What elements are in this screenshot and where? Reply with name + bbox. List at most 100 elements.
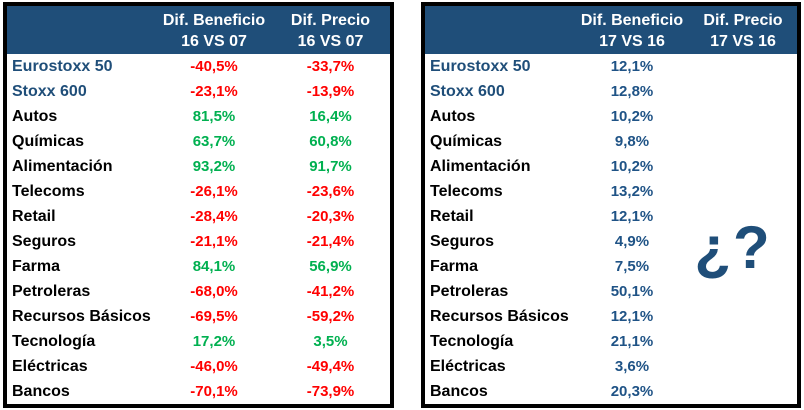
sector-label: Recursos Básicos <box>430 307 569 325</box>
dif-precio-value: 91,7% <box>309 158 352 175</box>
table-row: Telecoms 13,2% <box>425 179 797 204</box>
table-row: Eléctricas 3,6% <box>425 354 797 379</box>
sector-label: Petroleras <box>430 282 509 300</box>
dif-beneficio-value: -26,1% <box>190 183 238 200</box>
table-header: Dif. Beneficio 16 VS 07 Dif. Precio 16 V… <box>7 6 390 54</box>
dif-beneficio-value: -28,4% <box>190 208 238 225</box>
sector-label: Tecnología <box>12 332 96 350</box>
table-row: Tecnología 21,1% <box>425 329 797 354</box>
col-header-dif-beneficio: Dif. Beneficio 17 VS 16 <box>575 6 689 54</box>
sector-label: Eléctricas <box>12 357 88 375</box>
dif-beneficio-value: 10,2% <box>610 108 654 125</box>
sector-label: Bancos <box>430 382 488 400</box>
table-row: Químicas 63,7% 60,8% <box>7 129 390 154</box>
dif-beneficio-value: -40,5% <box>190 58 238 75</box>
sector-label: Farma <box>430 257 479 275</box>
sector-label: Seguros <box>12 232 77 250</box>
table-row: Recursos Básicos 12,1% <box>425 304 797 329</box>
sector-label: Autos <box>12 107 58 125</box>
col-header-period: 16 VS 07 <box>181 32 247 50</box>
col-header-title: Dif. Beneficio <box>580 11 684 29</box>
sector-label: Eurostoxx 50 <box>12 57 113 75</box>
sector-label: Tecnología <box>430 332 514 350</box>
table-row: Farma 7,5% <box>425 254 797 279</box>
sector-label: Alimentación <box>430 157 531 175</box>
dif-beneficio-value: -23,1% <box>190 83 238 100</box>
dif-beneficio-value: 9,8% <box>614 133 650 150</box>
dif-beneficio-value: 4,9% <box>614 233 650 250</box>
dif-beneficio-value: -21,1% <box>190 233 238 250</box>
dif-beneficio-value: 21,1% <box>610 333 654 350</box>
dif-beneficio-value: -70,1% <box>190 383 238 400</box>
sector-label: Telecoms <box>12 182 85 200</box>
table-dif-17-vs-16: Dif. Beneficio 17 VS 16 Dif. Precio 17 V… <box>421 2 801 408</box>
dif-precio-value: 16,4% <box>309 108 352 125</box>
dif-beneficio-value: 12,1% <box>610 58 654 75</box>
table-header: Dif. Beneficio 17 VS 16 Dif. Precio 17 V… <box>425 6 797 54</box>
table-row: Alimentación 10,2% <box>425 154 797 179</box>
dif-beneficio-value: 7,5% <box>614 258 650 275</box>
table-row: Alimentación 93,2% 91,7% <box>7 154 390 179</box>
dif-precio-value: -59,2% <box>306 308 355 325</box>
dif-precio-value: -13,9% <box>306 83 355 100</box>
table-row: Seguros 4,9% <box>425 229 797 254</box>
col-header-period: 17 VS 16 <box>710 32 776 50</box>
sector-label: Stoxx 600 <box>430 82 505 100</box>
header-spacer <box>425 6 575 54</box>
table-row: Seguros -21,1% -21,4% <box>7 229 390 254</box>
table-body: Eurostoxx 50 12,1% Stoxx 600 12,8% Autos… <box>425 54 797 404</box>
dif-beneficio-value: 93,2% <box>192 158 236 175</box>
dif-beneficio-value: 3,6% <box>614 358 650 375</box>
dif-beneficio-value: -46,0% <box>190 358 238 375</box>
col-header-title: Dif. Precio <box>703 11 783 29</box>
table-row: Bancos -70,1% -73,9% <box>7 379 390 404</box>
sector-label: Alimentación <box>12 157 113 175</box>
dif-beneficio-value: 13,2% <box>610 183 654 200</box>
table-row: Petroleras -68,0% -41,2% <box>7 279 390 304</box>
col-header-dif-beneficio: Dif. Beneficio 16 VS 07 <box>157 6 271 54</box>
table-row: Químicas 9,8% <box>425 129 797 154</box>
table-row: Autos 10,2% <box>425 104 797 129</box>
col-header-dif-precio: Dif. Precio 17 VS 16 <box>689 6 797 54</box>
sector-label: Eléctricas <box>430 357 506 375</box>
dif-beneficio-value: -69,5% <box>190 308 238 325</box>
dif-beneficio-value: 50,1% <box>610 283 654 300</box>
dif-precio-value: 56,9% <box>309 258 352 275</box>
sector-label: Eurostoxx 50 <box>430 57 531 75</box>
table-row: Farma 84,1% 56,9% <box>7 254 390 279</box>
dif-precio-value: -73,9% <box>306 383 355 400</box>
dif-precio-value: 60,8% <box>309 133 352 150</box>
table-row: Autos 81,5% 16,4% <box>7 104 390 129</box>
table-row: Petroleras 50,1% <box>425 279 797 304</box>
col-header-period: 17 VS 16 <box>599 32 665 50</box>
dif-beneficio-value: 12,1% <box>610 208 654 225</box>
sector-label: Seguros <box>430 232 495 250</box>
dif-beneficio-value: -68,0% <box>190 283 238 300</box>
dif-precio-value: -21,4% <box>306 233 355 250</box>
table-row: Eléctricas -46,0% -49,4% <box>7 354 390 379</box>
dif-beneficio-value: 81,5% <box>192 108 236 125</box>
dif-precio-value: -49,4% <box>306 358 355 375</box>
dif-precio-value: -20,3% <box>306 208 355 225</box>
sector-label: Stoxx 600 <box>12 82 87 100</box>
table-row: Bancos 20,3% <box>425 379 797 404</box>
col-header-dif-precio: Dif. Precio 16 VS 07 <box>271 6 390 54</box>
table-row: Retail -28,4% -20,3% <box>7 204 390 229</box>
table-row: Eurostoxx 50 12,1% <box>425 54 797 79</box>
table-row: Eurostoxx 50 -40,5% -33,7% <box>7 54 390 79</box>
sector-label: Químicas <box>12 132 85 150</box>
dif-precio-value: 3,5% <box>313 333 348 350</box>
table-row: Retail 12,1% <box>425 204 797 229</box>
table-row: Recursos Básicos -69,5% -59,2% <box>7 304 390 329</box>
sector-label: Recursos Básicos <box>12 307 151 325</box>
dif-beneficio-value: 10,2% <box>610 158 654 175</box>
col-header-title: Dif. Precio <box>290 11 371 29</box>
table-dif-16-vs-07: Dif. Beneficio 16 VS 07 Dif. Precio 16 V… <box>3 2 394 408</box>
dif-precio-value: -33,7% <box>306 58 355 75</box>
table-row: Stoxx 600 -23,1% -13,9% <box>7 79 390 104</box>
col-header-period: 16 VS 07 <box>297 32 364 50</box>
sector-label: Autos <box>430 107 476 125</box>
sector-label: Retail <box>12 207 56 225</box>
dif-precio-value: -23,6% <box>306 183 355 200</box>
